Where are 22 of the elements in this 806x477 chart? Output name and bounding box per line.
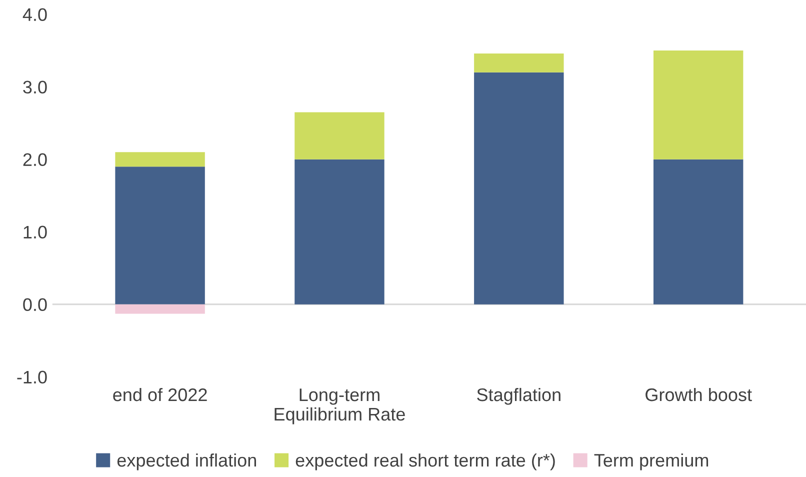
bar <box>115 166 205 304</box>
legend-label: Term premium <box>594 453 708 470</box>
bar <box>294 112 384 160</box>
x-tick-label: Stagflation <box>477 388 560 405</box>
y-tick-label: 3.0 <box>23 80 47 94</box>
y-tick-label: -1.0 <box>17 370 47 384</box>
bar <box>653 50 744 160</box>
y-tick-label: 1.0 <box>24 226 47 239</box>
bar <box>294 159 384 304</box>
bar <box>474 53 564 72</box>
bar <box>653 159 744 304</box>
x-tick-label: Growth boost <box>646 388 752 402</box>
legend-label: expected real short term rate (r*) <box>296 453 555 470</box>
bar <box>115 304 205 314</box>
x-tick-label: end of 2022 <box>113 388 207 402</box>
legend-label: expected inflation <box>117 453 256 470</box>
y-tick-label: 0.0 <box>23 298 47 312</box>
bar <box>115 152 205 167</box>
y-tick-label: 2.0 <box>23 153 47 166</box>
bar <box>474 72 564 304</box>
x-tick-label: Long-term Equilibrium Rate <box>274 388 405 424</box>
y-tick-label: 4.0 <box>22 8 47 22</box>
